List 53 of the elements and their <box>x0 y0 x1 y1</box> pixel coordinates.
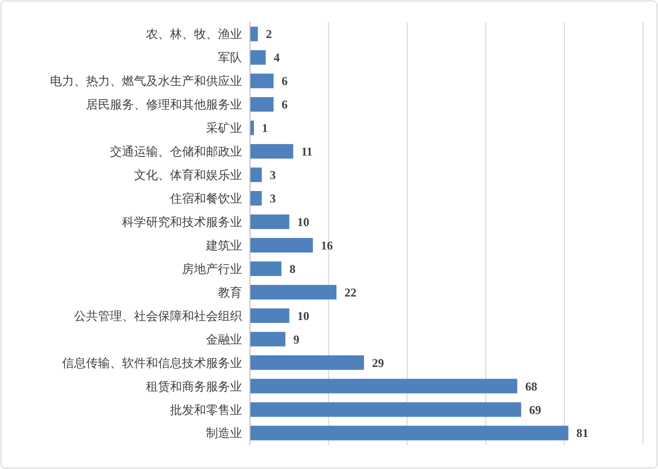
y-tick-label: 公共管理、社会保障和社会组织 <box>74 308 242 323</box>
data-label: 3 <box>270 168 276 182</box>
data-label: 16 <box>320 238 333 252</box>
data-label: 8 <box>289 262 296 276</box>
data-label: 22 <box>344 285 356 300</box>
data-label: 3 <box>270 191 276 206</box>
data-label: 10 <box>297 308 310 323</box>
y-tick-label: 农、林、牧、渔业 <box>146 27 242 42</box>
y-tick-label: 交通运输、仓储和邮政业 <box>110 144 242 159</box>
bar <box>250 378 518 394</box>
y-tick-label: 居民服务、修理和其他服务业 <box>86 98 242 112</box>
bar <box>250 426 568 440</box>
y-tick-label: 建筑业 <box>205 238 242 252</box>
y-tick-label: 制造业 <box>206 426 242 440</box>
bar <box>250 168 262 182</box>
bar <box>250 50 266 65</box>
bar <box>250 26 258 42</box>
y-tick-label: 教育 <box>218 285 242 300</box>
data-label: 11 <box>301 144 313 159</box>
bar <box>250 144 294 159</box>
data-label: 6 <box>282 98 288 112</box>
y-tick-label: 住宿和餐饮业 <box>169 191 242 206</box>
y-tick-label: 军队 <box>218 50 242 65</box>
bar <box>250 261 282 276</box>
y-tick-label: 电力、热力、燃气及水生产和供应业 <box>50 74 242 88</box>
data-label: 10 <box>297 214 310 229</box>
bar <box>250 402 522 417</box>
bar <box>250 355 364 370</box>
y-tick-label: 文化、体育和娱乐业 <box>134 168 242 182</box>
data-label: 69 <box>529 402 542 417</box>
data-label: 68 <box>525 379 538 394</box>
y-tick-label: 采矿业 <box>206 121 242 136</box>
y-tick-label: 金融业 <box>206 332 242 346</box>
data-label: 6 <box>282 74 288 88</box>
data-label: 2 <box>266 27 272 42</box>
y-tick-label: 信息传输、软件和信息技术服务业 <box>62 356 242 370</box>
bar <box>250 191 262 206</box>
y-tick-label: 批发和零售业 <box>170 402 242 417</box>
data-label: 1 <box>262 121 268 136</box>
y-tick-label: 房地产行业 <box>182 262 242 276</box>
bar <box>250 97 274 112</box>
data-label: 81 <box>576 426 588 440</box>
y-tick-label: 科学研究和技术服务业 <box>122 214 242 229</box>
bar <box>250 284 336 300</box>
data-label: 9 <box>293 332 300 346</box>
bar <box>250 238 313 253</box>
bar <box>250 308 290 323</box>
y-tick-label: 租赁和商务服务业 <box>146 379 242 394</box>
bar <box>250 74 274 88</box>
bar <box>250 214 290 230</box>
bar <box>250 332 286 346</box>
data-label: 29 <box>372 356 384 370</box>
data-label: 4 <box>274 50 280 65</box>
